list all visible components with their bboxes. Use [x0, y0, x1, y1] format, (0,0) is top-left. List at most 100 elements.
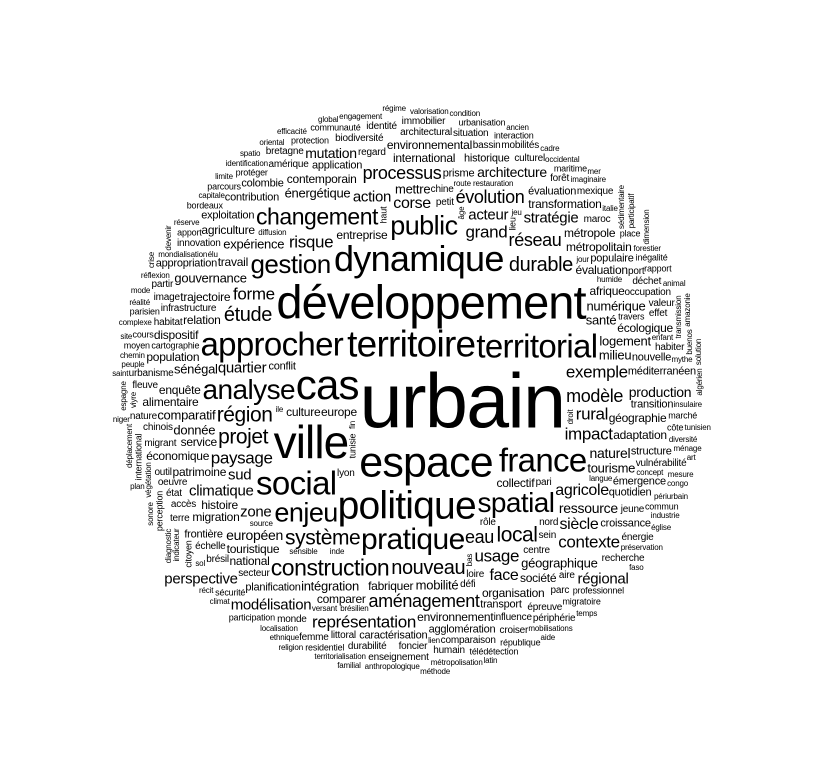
word-186: forêt — [550, 172, 570, 184]
word-7: dynamique — [334, 238, 504, 280]
word-9: approcher — [200, 325, 344, 363]
word-208: inégalité — [635, 252, 668, 263]
word-91: afrique — [589, 283, 625, 298]
word-521: élu — [207, 249, 218, 259]
word-265: espagne — [119, 381, 129, 412]
word-106: écologique — [617, 321, 673, 336]
word-250: indicateur — [172, 527, 182, 562]
word-173: état — [165, 488, 182, 499]
word-4: cas — [295, 361, 360, 409]
word-78: culture — [286, 405, 321, 420]
word-93: travail — [217, 254, 249, 269]
word-16: enjeu — [274, 497, 338, 528]
word-296: limite — [215, 171, 233, 181]
word-45: corse — [393, 195, 431, 213]
word-57: mutation — [305, 145, 357, 161]
word-124: nouvelle — [631, 351, 672, 364]
word-236: mondialisation — [158, 249, 208, 259]
word-73: sénégal — [173, 361, 218, 377]
word-69: tourisme — [587, 460, 636, 476]
word-36: risque — [288, 232, 334, 252]
word-382: route — [453, 178, 471, 188]
word-328: global — [318, 114, 339, 124]
word-95: histoire — [201, 497, 238, 512]
word-147: petit — [435, 196, 454, 208]
word-218: cours — [132, 329, 154, 340]
word-31: modèle — [566, 386, 624, 407]
word-303: temps — [576, 608, 598, 618]
word-161: accès — [170, 499, 197, 511]
word-252: humide — [596, 275, 623, 285]
word-268: ethnique — [269, 632, 300, 642]
word-213: travers — [618, 311, 645, 322]
word-98: enquête — [158, 382, 201, 397]
word-102: migration — [192, 510, 240, 525]
word-221: residentiel — [305, 642, 345, 653]
word-83: entreprise — [336, 227, 388, 242]
word-281: efficacité — [276, 126, 307, 136]
word-140: regard — [358, 147, 386, 159]
word-143: oeuvre — [157, 477, 188, 489]
word-175: littoral — [330, 629, 356, 641]
word-216: maritime — [553, 163, 587, 174]
word-177: foncier — [398, 640, 428, 652]
word-241: imaginaire — [570, 175, 606, 185]
word-377: climat — [209, 597, 230, 607]
word-112: agriculture — [201, 223, 255, 238]
word-475: viyre — [129, 391, 139, 408]
word-120: émergence — [612, 475, 666, 488]
word-295: sonore — [145, 502, 155, 526]
word-220: international — [133, 433, 144, 481]
word-149: centre — [523, 544, 550, 556]
word-239: mythe — [671, 354, 693, 364]
word-49: régional — [577, 570, 629, 588]
word-109: métropole — [564, 225, 616, 240]
word-244: localisation — [260, 624, 298, 634]
word-47: modélisation — [230, 596, 312, 614]
word-182: fleuve — [132, 379, 158, 391]
word-60: ressource — [558, 499, 618, 516]
word-179: culturel — [514, 152, 546, 164]
word-197: énergie — [621, 531, 654, 543]
word-193: bretagne — [265, 145, 304, 157]
word-518: jeu — [511, 207, 522, 217]
word-89: contemporain — [286, 172, 357, 187]
word-10: france — [498, 441, 587, 479]
word-489: ile — [275, 404, 284, 414]
word-87: europe — [320, 405, 357, 420]
word-447: récit — [198, 586, 214, 596]
word-137: secteur — [238, 567, 270, 579]
word-54: action — [352, 188, 392, 206]
word-158: aire — [558, 569, 575, 581]
word-184: croiser — [499, 624, 529, 636]
word-1: développement — [276, 275, 586, 329]
word-202: côte — [667, 422, 684, 433]
word-499: lien — [428, 636, 440, 646]
word-212: professionnel — [572, 585, 624, 596]
word-118: transition — [630, 398, 674, 411]
word-162: parc — [550, 585, 570, 597]
word-51: acteur — [468, 206, 509, 224]
word-261: réserve — [173, 218, 200, 228]
word-86: évaluation — [575, 263, 629, 278]
word-206: communauté — [310, 122, 361, 133]
word-81: touristique — [226, 541, 280, 556]
word-18: changement — [256, 203, 378, 230]
word-19: construction — [270, 554, 390, 581]
word-72: géographique — [521, 555, 598, 571]
word-165: déchet — [632, 275, 662, 287]
word-50: quartier — [217, 359, 267, 377]
word-297: oriental — [259, 137, 285, 147]
word-254: forestier — [633, 243, 661, 253]
word-99: international — [392, 150, 456, 165]
word-230: perception — [154, 490, 165, 531]
word-224: sécurité — [215, 587, 246, 598]
word-253: métropolisation — [430, 658, 483, 668]
word-71: comparatif — [157, 407, 216, 423]
word-52: sud — [228, 466, 252, 484]
word-223: parisien — [129, 306, 160, 317]
word-64: mobilité — [415, 577, 459, 593]
word-142: migrant — [144, 438, 177, 450]
word-34: paysage — [210, 448, 273, 468]
